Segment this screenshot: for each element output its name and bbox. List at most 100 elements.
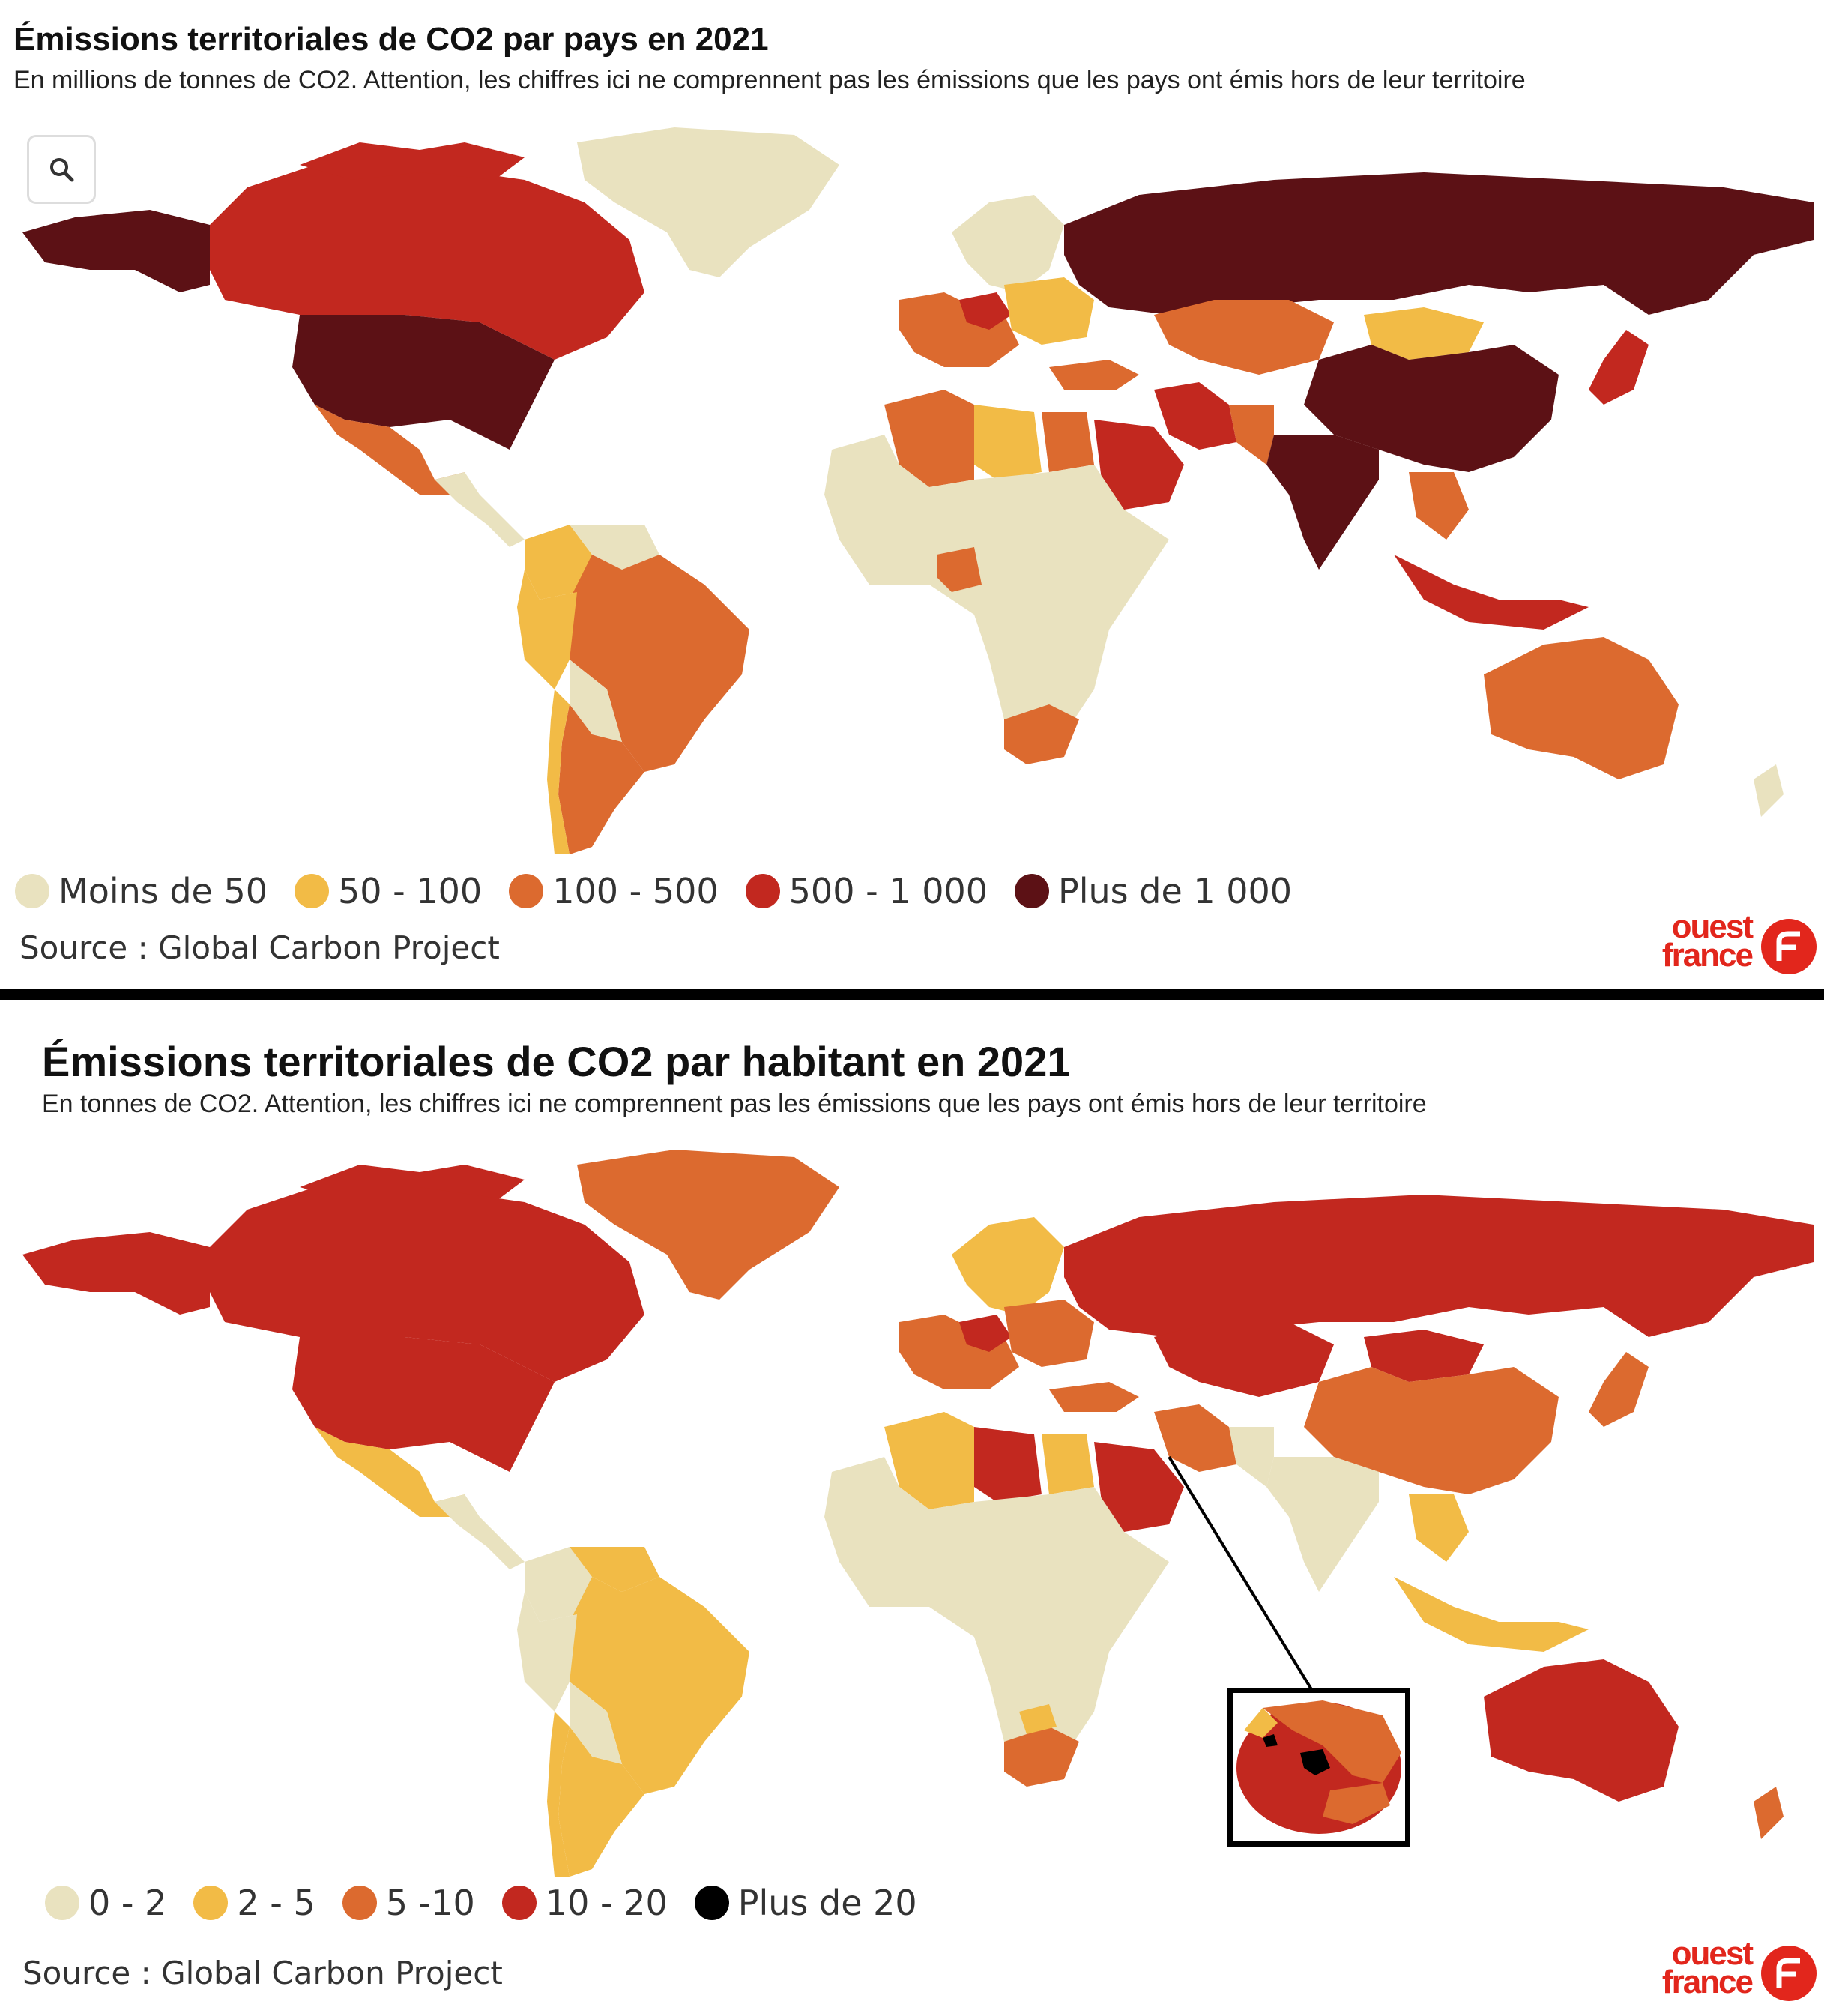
country-saudi-arabia[interactable] (1094, 420, 1184, 510)
country-brazil[interactable] (562, 555, 749, 772)
country-south-africa[interactable] (1004, 1727, 1079, 1787)
country-peru[interactable] (517, 570, 577, 689)
source-note: Source : Global Carbon Project (22, 1955, 503, 1991)
country-china[interactable] (1304, 1367, 1559, 1494)
country-colombia[interactable] (525, 1547, 592, 1622)
country-mongolia[interactable] (1364, 1330, 1484, 1382)
country-new-zealand[interactable] (1754, 1787, 1784, 1839)
country-canada[interactable] (210, 165, 644, 360)
country-saudi-arabia[interactable] (1094, 1442, 1184, 1532)
region-southeast-asia (1409, 472, 1469, 540)
map-panel-total: Émissions territoriales de CO2 par pays … (0, 0, 1824, 989)
country-greenland[interactable] (577, 1150, 839, 1300)
country-kazakhstan[interactable] (1154, 1322, 1334, 1397)
region-africa (824, 1457, 1169, 1772)
country-kazakhstan[interactable] (1154, 300, 1334, 375)
legend-item: 10 - 20 (501, 1883, 668, 1923)
country-bolivia[interactable] (570, 660, 622, 742)
country-russia[interactable] (1064, 1195, 1814, 1337)
inset-country-uae[interactable] (1300, 1749, 1330, 1775)
inset-country-oman[interactable] (1323, 1783, 1390, 1824)
country-greenland[interactable] (577, 127, 839, 277)
region-eastern-europe (1004, 277, 1094, 345)
country-egypt[interactable] (1042, 412, 1094, 472)
gulf-inset-svg (1236, 1700, 1401, 1834)
country-south-africa[interactable] (1004, 704, 1079, 764)
legend-item: 50 - 100 (295, 871, 482, 911)
country-argentina[interactable] (558, 704, 644, 854)
inset-country-kuwait[interactable] (1263, 1734, 1278, 1747)
country-canada[interactable] (210, 1187, 644, 1382)
country-new-zealand[interactable] (1754, 764, 1784, 817)
legend-swatch (45, 1886, 79, 1920)
inset-country-iran[interactable] (1263, 1700, 1401, 1783)
logo-line-1: ouest (1671, 1935, 1754, 1972)
panel-divider (0, 989, 1824, 1000)
legend-item: 100 - 500 (509, 871, 719, 911)
country-australia[interactable] (1484, 1659, 1679, 1802)
country-usa[interactable] (292, 1337, 555, 1472)
country-china[interactable] (1304, 345, 1559, 472)
country-argentina[interactable] (558, 1727, 644, 1877)
country-japan[interactable] (1589, 330, 1649, 405)
legend-swatch (509, 874, 544, 908)
legend-label: 10 - 20 (545, 1883, 668, 1923)
inset-country-qatar[interactable] (1244, 1708, 1278, 1738)
country-alaska[interactable] (22, 1232, 210, 1315)
country-brazil[interactable] (562, 1577, 749, 1794)
country-nigeria[interactable] (937, 547, 982, 592)
world-map-per-capita[interactable] (0, 1142, 1824, 1899)
legend-item: Moins de 50 (15, 871, 268, 911)
country-indonesia[interactable] (1394, 1577, 1589, 1652)
country-mexico[interactable] (315, 1427, 465, 1517)
source-note: Source : Global Carbon Project (19, 929, 500, 966)
country-libya[interactable] (974, 1427, 1042, 1502)
country-venezuela[interactable] (570, 525, 659, 570)
country-germany[interactable] (959, 1315, 1012, 1352)
legend-label: 5 -10 (385, 1883, 475, 1923)
country-venezuela[interactable] (570, 1547, 659, 1592)
country-chile[interactable] (547, 1712, 570, 1877)
country-chile[interactable] (547, 689, 570, 854)
country-bolivia[interactable] (570, 1682, 622, 1764)
country-japan[interactable] (1589, 1352, 1649, 1427)
legend-item: 0 - 2 (45, 1883, 166, 1923)
country-germany[interactable] (959, 292, 1012, 330)
world-map-total[interactable] (0, 120, 1824, 854)
country-india[interactable] (1266, 435, 1379, 570)
country-pakistan[interactable] (1229, 405, 1274, 465)
gulf-inset-map[interactable] (1227, 1688, 1410, 1847)
logo-mark-icon (1761, 1946, 1817, 2001)
country-mexico[interactable] (315, 405, 465, 495)
country-egypt[interactable] (1042, 1434, 1094, 1494)
country-algeria[interactable] (884, 1412, 974, 1509)
country-usa[interactable] (292, 315, 555, 450)
country-turkey[interactable] (1049, 360, 1139, 390)
country-indonesia[interactable] (1394, 555, 1589, 630)
map-panel-per-capita: Émissions territoriales de CO2 par habit… (0, 1000, 1824, 2016)
country-turkey[interactable] (1049, 1382, 1139, 1412)
map-legend: Moins de 50 50 - 100 100 - 500 500 - 1 0… (15, 871, 1319, 911)
legend-swatch (1015, 874, 1049, 908)
country-algeria[interactable] (884, 390, 974, 487)
region-central-america (435, 1494, 525, 1569)
country-alaska[interactable] (22, 210, 210, 292)
country-iran[interactable] (1154, 1404, 1236, 1472)
inset-connector-line (1168, 1455, 1313, 1691)
country-pakistan[interactable] (1229, 1427, 1274, 1487)
ouest-france-logo: ouest france (1625, 908, 1820, 980)
logo-line-1: ouest (1671, 908, 1754, 945)
country-libya[interactable] (974, 405, 1042, 480)
country-botswana[interactable] (1019, 1704, 1057, 1734)
logo-mark-icon (1761, 919, 1817, 974)
search-button[interactable] (27, 135, 96, 204)
country-peru[interactable] (517, 1592, 577, 1712)
legend-swatch (295, 874, 330, 908)
country-india[interactable] (1266, 1457, 1379, 1592)
region-scandinavia (952, 1217, 1064, 1315)
country-colombia[interactable] (525, 525, 592, 600)
country-iran[interactable] (1154, 382, 1236, 450)
country-russia[interactable] (1064, 172, 1814, 315)
country-australia[interactable] (1484, 637, 1679, 779)
country-mongolia[interactable] (1364, 307, 1484, 360)
